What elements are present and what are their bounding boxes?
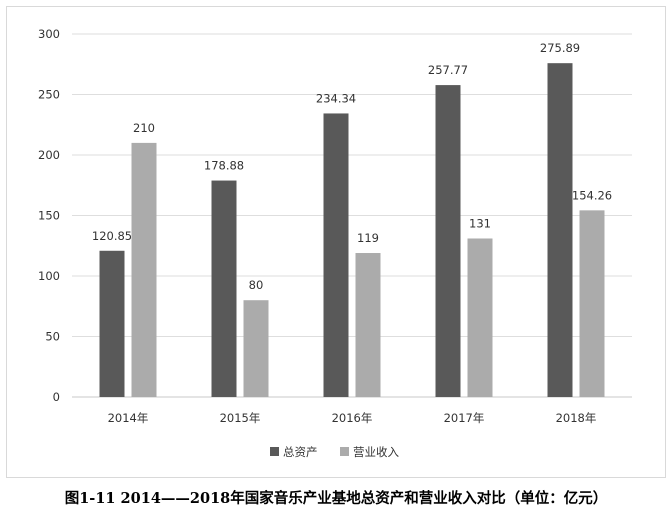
data-label: 80 (249, 278, 264, 292)
y-tick-label: 200 (38, 148, 60, 162)
data-label: 154.26 (572, 188, 612, 202)
y-tick-label: 150 (38, 209, 60, 223)
data-label: 257.77 (428, 63, 468, 77)
bar-total-assets (99, 250, 125, 397)
bar-operating-revenue (243, 300, 269, 397)
x-tick-label: 2018年 (556, 411, 597, 425)
data-label: 210 (133, 121, 155, 135)
x-tick-label: 2014年 (108, 411, 149, 425)
y-tick-label: 250 (38, 88, 60, 102)
data-label: 131 (469, 216, 491, 230)
bar-operating-revenue (579, 210, 605, 397)
legend-label-operating-revenue: 营业收入 (353, 445, 399, 459)
legend-swatch-total-assets (270, 447, 279, 456)
y-tick-label: 0 (53, 390, 60, 404)
data-label: 275.89 (540, 41, 580, 55)
data-label: 178.88 (204, 159, 244, 173)
bar-total-assets (323, 113, 349, 397)
y-tick-label: 50 (45, 330, 60, 344)
data-label: 120.85 (92, 229, 132, 243)
figure-caption: 图1-11 2014——2018年国家音乐产业基地总资产和营业收入对比（单位：亿… (64, 490, 608, 507)
bar-total-assets (211, 180, 237, 397)
bar-operating-revenue (467, 238, 493, 397)
bar-total-assets (435, 85, 461, 397)
y-tick-label: 100 (38, 269, 60, 283)
data-label: 119 (357, 231, 379, 245)
legend-swatch-operating-revenue (340, 447, 349, 456)
y-tick-label: 300 (38, 27, 60, 41)
x-tick-label: 2016年 (332, 411, 373, 425)
x-tick-label: 2017年 (444, 411, 485, 425)
bar-operating-revenue (355, 253, 381, 397)
x-tick-label: 2015年 (220, 411, 261, 425)
legend-label-total-assets: 总资产 (283, 445, 318, 459)
bar-total-assets (547, 63, 573, 398)
data-label: 234.34 (316, 91, 356, 105)
bar-operating-revenue (131, 142, 157, 397)
